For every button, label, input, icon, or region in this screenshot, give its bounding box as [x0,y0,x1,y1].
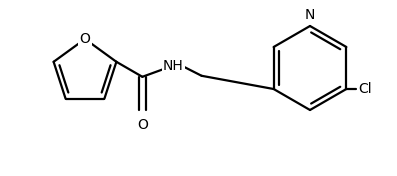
Text: O: O [79,32,91,46]
Text: N: N [305,8,315,22]
Text: O: O [137,118,148,132]
Text: Cl: Cl [358,82,372,96]
Text: NH: NH [163,58,184,73]
